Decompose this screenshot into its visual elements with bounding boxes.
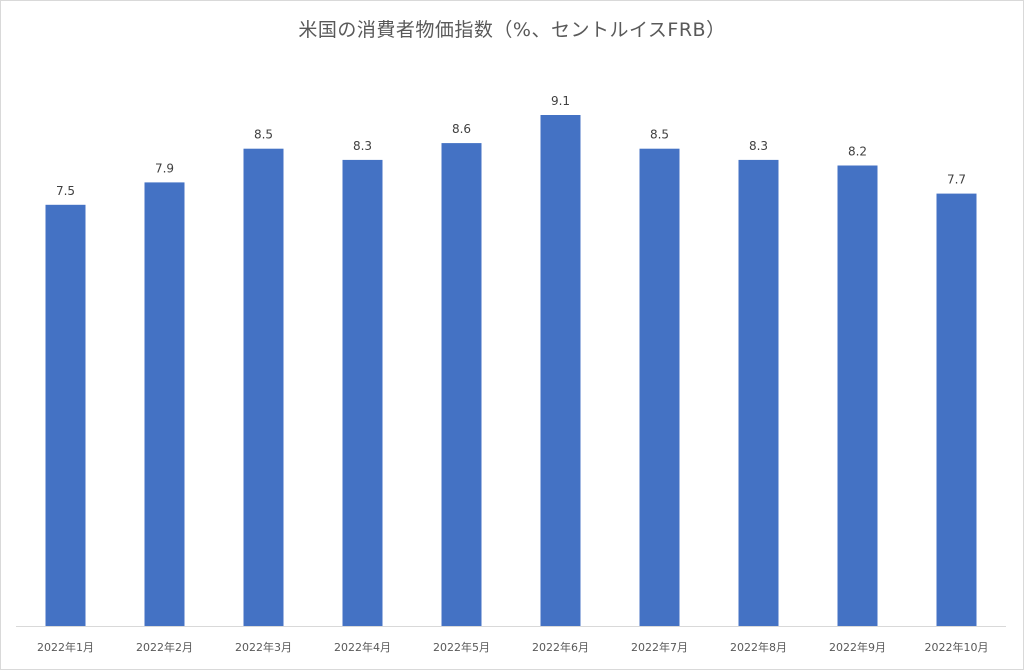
bar — [45, 204, 86, 627]
bar — [540, 115, 581, 626]
bar — [639, 148, 680, 626]
data-label: 7.7 — [947, 173, 966, 187]
x-tick-label: 2022年4月 — [334, 640, 391, 654]
bar — [837, 165, 878, 626]
x-tick-label-group: 2022年1月 2022年2月 2022年3月 2022年4月 2022年5月 2022年… — [37, 640, 989, 654]
bar — [738, 159, 779, 626]
bar — [441, 143, 482, 626]
data-label: 7.9 — [155, 161, 174, 175]
x-tick-label: 2022年8月 — [730, 640, 787, 654]
data-label: 8.3 — [353, 139, 372, 153]
bar — [144, 182, 185, 626]
chart-title: 米国の消費者物価指数（%、セントルイスFRB） — [298, 19, 726, 41]
x-tick-label: 2022年10月 — [925, 640, 989, 654]
data-label-group: 7.5 7.9 8.5 8.3 8.6 9.1 8.5 8.3 8.2 7.7 — [56, 94, 966, 198]
data-label: 9.1 — [551, 94, 570, 108]
data-label: 8.3 — [749, 139, 768, 153]
x-tick-label: 2022年9月 — [829, 640, 886, 654]
x-tick-label: 2022年3月 — [235, 640, 292, 654]
x-tick-label: 2022年5月 — [433, 640, 490, 654]
bar — [342, 159, 383, 626]
x-tick-label: 2022年2月 — [136, 640, 193, 654]
bar — [936, 193, 977, 626]
data-label: 8.5 — [650, 128, 669, 142]
data-label: 8.5 — [254, 128, 273, 142]
data-label: 7.5 — [56, 184, 75, 198]
bar — [243, 148, 284, 626]
x-tick-label: 2022年7月 — [631, 640, 688, 654]
x-tick-label: 2022年6月 — [532, 640, 589, 654]
data-label: 8.2 — [848, 145, 867, 159]
x-tick-label: 2022年1月 — [37, 640, 94, 654]
bar-group — [45, 115, 977, 627]
data-label: 8.6 — [452, 122, 471, 136]
